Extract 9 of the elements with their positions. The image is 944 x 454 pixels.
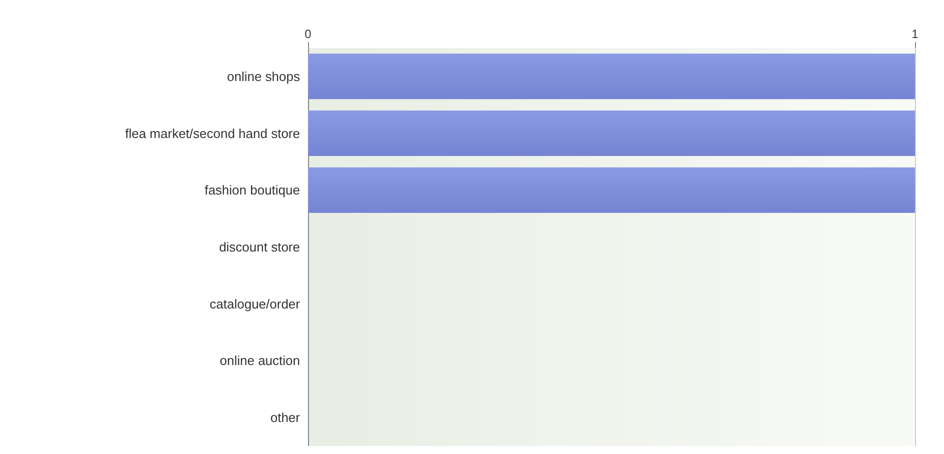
y-tick-label: other	[270, 410, 301, 426]
y-tick-label: online shops	[227, 68, 300, 84]
x-tick-label: 1	[912, 27, 919, 41]
y-tick-label: online auction	[220, 353, 300, 368]
y-tick-label: discount store	[219, 240, 300, 254]
x-tick-label: 0	[304, 27, 312, 41]
y-tick-label: fashion boutique	[204, 182, 300, 198]
y-tick-label: flea market/second hand store	[125, 126, 300, 141]
y-tick-label: catalogue/order	[210, 296, 301, 312]
